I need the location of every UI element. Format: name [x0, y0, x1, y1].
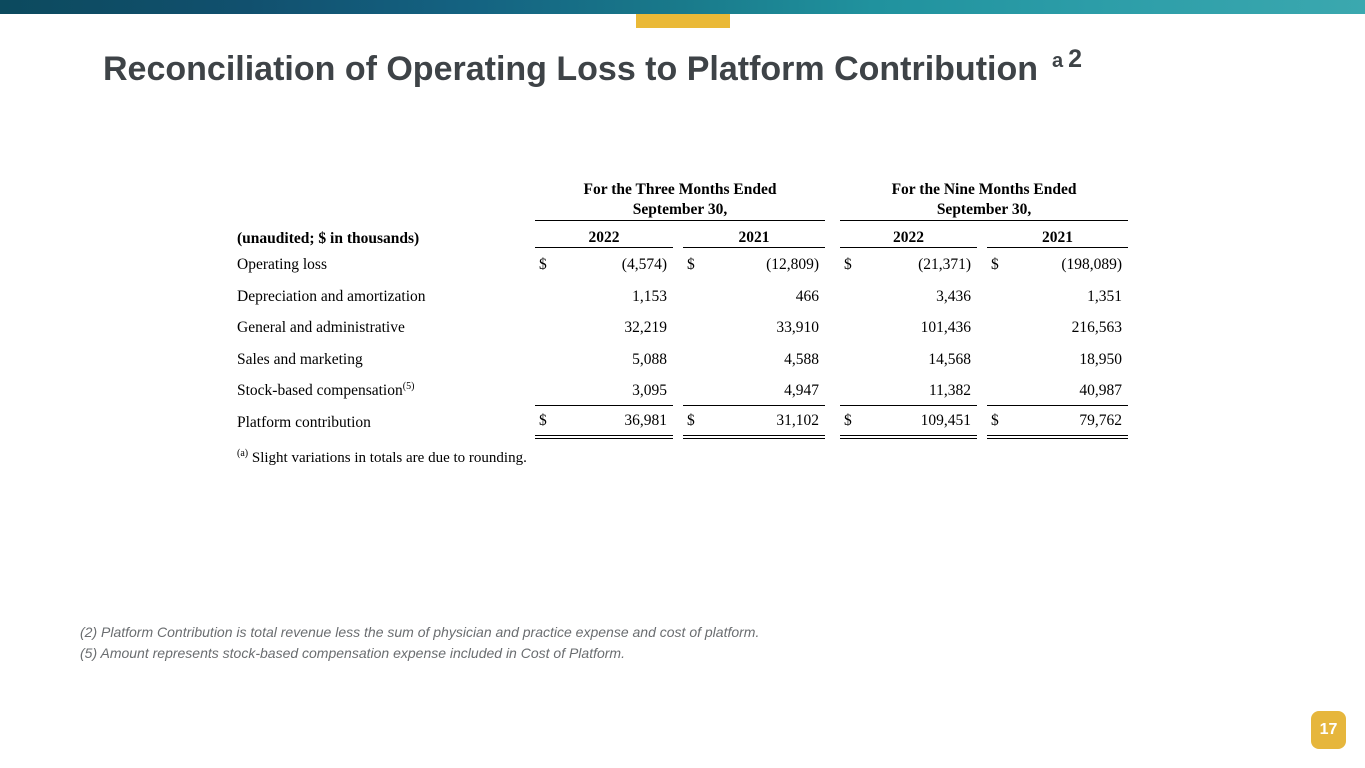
year-header: 2022 — [840, 220, 978, 248]
year-header: 2021 — [987, 220, 1129, 248]
cell-value: (12,809) — [766, 256, 820, 273]
cell-value: 40,987 — [1079, 381, 1123, 399]
table-footnote-text: Slight variations in totals are due to r… — [251, 449, 527, 466]
row-label: Stock-based compensation — [237, 382, 403, 399]
table-row-depreciation: Depreciation and amortization 1,153 466 … — [237, 279, 1128, 311]
cell-value: 32,219 — [624, 319, 667, 336]
cell-value: 1,153 — [632, 287, 667, 305]
cell-value: 31,102 — [776, 411, 820, 429]
dollar-sign: $ — [844, 411, 852, 429]
cell-value: 3,095 — [632, 381, 667, 399]
dollar-sign: $ — [539, 411, 547, 429]
superscript-number: 2 — [1068, 45, 1083, 73]
yellow-accent-tab — [636, 14, 730, 28]
year-header: 2021 — [683, 220, 826, 248]
dollar-sign: $ — [991, 256, 999, 273]
superscript-letter: a — [1052, 50, 1064, 72]
cell-value: 216,563 — [1071, 319, 1123, 336]
row-label: Depreciation and amortization — [237, 287, 426, 305]
reconciliation-table-container: For the Three Months Ended September 30,… — [237, 180, 1129, 467]
table-row-general-admin: General and administrative 32,219 33,910… — [237, 311, 1128, 343]
top-gradient-bar — [0, 0, 1365, 14]
cell-value: 79,762 — [1079, 411, 1123, 429]
cell-value: 3,436 — [936, 287, 972, 305]
group-header-line1: For the Three Months Ended — [583, 181, 777, 198]
table-group-header-row: For the Three Months Ended September 30,… — [237, 180, 1129, 221]
cell-value: 4,947 — [784, 381, 820, 399]
row-label: Operating loss — [237, 256, 327, 273]
table-footnote: (a) Slight variations in totals are due … — [237, 448, 1128, 467]
cell-value: 11,382 — [928, 381, 972, 399]
slide-footnotes: (2) Platform Contribution is total reven… — [80, 622, 759, 664]
cell-value: 466 — [795, 287, 820, 305]
row-label: General and administrative — [237, 319, 405, 336]
group-header-nine-months: For the Nine Months Ended September 30, — [840, 180, 1129, 221]
slide-title: Reconciliation of Operating Loss to Plat… — [103, 45, 1082, 89]
dollar-sign: $ — [991, 411, 999, 429]
dollar-sign: $ — [687, 256, 695, 273]
cell-value: 4,588 — [784, 350, 820, 368]
cell-value: (198,089) — [1061, 256, 1123, 273]
cell-value: (4,574) — [621, 256, 667, 273]
group-header-line2: September 30, — [936, 201, 1032, 218]
cell-value: (21,371) — [918, 256, 972, 273]
row-label: Platform contribution — [237, 413, 371, 431]
slide-title-text: Reconciliation of Operating Loss to Plat… — [103, 50, 1038, 88]
row-label-superscript: (5) — [402, 380, 415, 392]
table-row-sales-marketing: Sales and marketing 5,088 4,588 14,568 1… — [237, 342, 1128, 374]
footnote-5: (5) Amount represents stock-based compen… — [80, 645, 625, 661]
dollar-sign: $ — [687, 411, 695, 429]
cell-value: 33,910 — [776, 319, 820, 336]
year-header: 2022 — [535, 220, 673, 248]
dollar-sign: $ — [844, 256, 852, 273]
table-row-stock-compensation: Stock-based compensation(5) 3,095 4,947 … — [237, 374, 1128, 406]
cell-value: 18,950 — [1079, 350, 1123, 368]
group-header-three-months: For the Three Months Ended September 30, — [535, 180, 826, 221]
table-footnote-marker: (a) — [237, 447, 249, 459]
page-number: 17 — [1319, 721, 1338, 738]
financial-table: For the Three Months Ended September 30,… — [237, 180, 1129, 439]
cell-value: 109,451 — [920, 411, 972, 429]
empty-corner-cell — [237, 180, 535, 221]
cell-value: 14,568 — [928, 350, 972, 368]
cell-value: 101,436 — [920, 319, 972, 336]
page-number-badge: 17 — [1311, 711, 1346, 749]
table-row-platform-contribution: Platform contribution $36,981 $31,102 $1… — [237, 404, 1129, 439]
cell-value: 36,981 — [624, 411, 667, 429]
unaudited-note: (unaudited; $ in thousands) — [237, 229, 420, 247]
row-label: Sales and marketing — [237, 350, 363, 368]
cell-value: 1,351 — [1087, 287, 1123, 305]
cell-value: 5,088 — [632, 350, 667, 368]
group-header-line2: September 30, — [632, 201, 728, 218]
table-row-operating-loss: Operating loss $ (4,574) $ (12,809) $ (21,3… — [237, 248, 1128, 280]
footnote-2: (2) Platform Contribution is total reven… — [80, 624, 760, 640]
table-year-header-row: (unaudited; $ in thousands) 2022 2021 20… — [237, 220, 1129, 248]
dollar-sign: $ — [539, 256, 547, 273]
group-header-line1: For the Nine Months Ended — [891, 181, 1077, 198]
